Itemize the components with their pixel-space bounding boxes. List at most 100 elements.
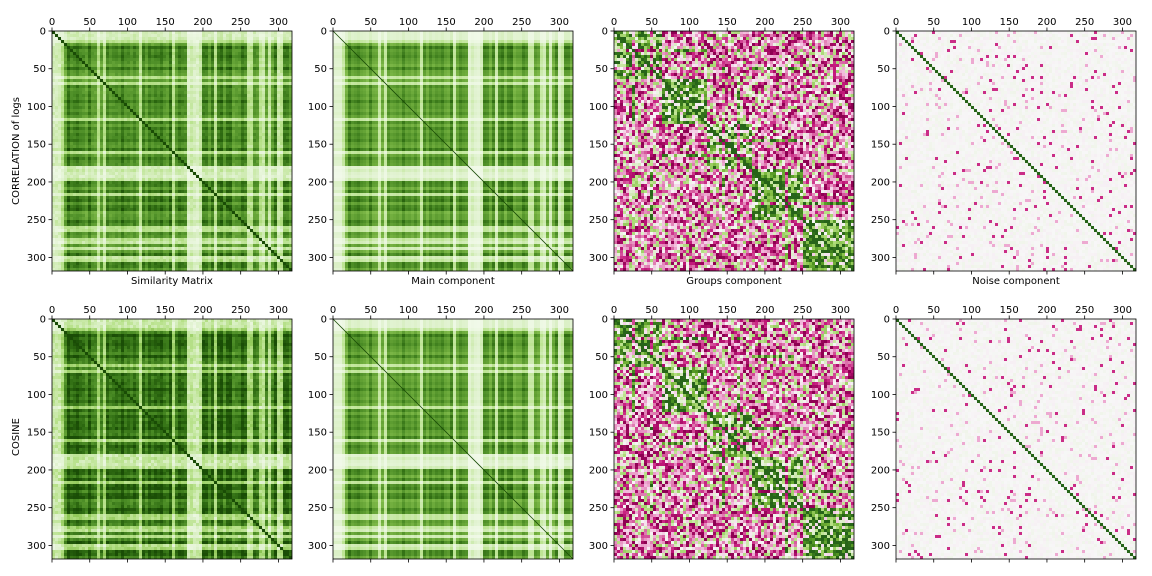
y-tick-label: 150 xyxy=(308,428,327,439)
x-tick-label: 300 xyxy=(831,17,850,28)
x-tick-label: 250 xyxy=(793,17,812,28)
y-tick-label: 150 xyxy=(27,140,46,151)
x-tick-label: 100 xyxy=(962,305,981,316)
heatmap-panel-0-0: 0 50 100 150 200 250 300 0 50 100 150 200 250 300 Simi… xyxy=(27,17,293,287)
y-tick-label: 100 xyxy=(27,390,46,401)
x-tick-label: 200 xyxy=(755,305,774,316)
x-tick-label: 50 xyxy=(645,305,658,316)
x-tick-label: 200 xyxy=(1037,17,1056,28)
y-tick-label: 0 xyxy=(602,27,608,38)
x-tick-label: 100 xyxy=(680,17,699,28)
heatmap-panel-1-2: 0 50 100 150 200 250 300 0 50 100 150 200 250 300 xyxy=(589,305,855,563)
y-tick-label: 150 xyxy=(871,428,890,439)
y-tick-label: 200 xyxy=(871,465,890,476)
x-tick-label: 50 xyxy=(364,305,377,316)
panel-xlabel: Groups component xyxy=(686,276,781,287)
heatmap-panel-1-3: 0 50 100 150 200 250 300 0 50 100 150 200 250 300 xyxy=(871,305,1137,563)
x-tick-label: 0 xyxy=(49,305,55,316)
y-tick-label: 0 xyxy=(884,27,890,38)
y-tick-label: 50 xyxy=(595,64,608,75)
x-tick-label: 50 xyxy=(83,17,96,28)
x-tick-label: 300 xyxy=(1113,17,1132,28)
diagonal-line xyxy=(895,318,1137,560)
x-tick-label: 250 xyxy=(231,17,250,28)
x-tick-label: 300 xyxy=(550,17,569,28)
x-tick-label: 250 xyxy=(1075,17,1094,28)
x-tick-label: 0 xyxy=(611,17,617,28)
axes-frame xyxy=(895,30,1137,272)
y-tick-label: 150 xyxy=(27,428,46,439)
y-tick-label: 250 xyxy=(308,503,327,514)
x-tick-label: 200 xyxy=(193,305,212,316)
x-tick-label: 150 xyxy=(718,17,737,28)
x-tick-label: 50 xyxy=(364,17,377,28)
x-tick-label: 200 xyxy=(193,17,212,28)
y-tick-label: 250 xyxy=(308,215,327,226)
x-tick-label: 300 xyxy=(831,305,850,316)
y-tick-label: 0 xyxy=(40,27,46,38)
x-tick-label: 50 xyxy=(927,305,940,316)
diagonal-line xyxy=(332,30,574,272)
x-tick-label: 300 xyxy=(1113,305,1132,316)
y-tick-label: 250 xyxy=(27,503,46,514)
y-tick-label: 100 xyxy=(308,102,327,113)
y-tick-label: 300 xyxy=(871,253,890,264)
diagonal-line xyxy=(895,30,1137,272)
x-tick-label: 100 xyxy=(118,17,137,28)
heatmap-panel-0-2: 0 50 100 150 200 250 300 0 50 100 150 200 250 300 Grou… xyxy=(589,17,855,287)
y-tick-label: 300 xyxy=(589,253,608,264)
x-tick-label: 150 xyxy=(156,305,175,316)
y-tick-label: 200 xyxy=(871,177,890,188)
y-tick-label: 150 xyxy=(308,140,327,151)
y-tick-label: 150 xyxy=(589,428,608,439)
x-tick-label: 0 xyxy=(893,17,899,28)
diagonal-line xyxy=(51,318,293,560)
y-tick-label: 0 xyxy=(602,315,608,326)
y-tick-label: 200 xyxy=(589,465,608,476)
y-tick-label: 50 xyxy=(33,64,46,75)
x-tick-label: 150 xyxy=(1000,17,1019,28)
y-tick-label: 100 xyxy=(589,390,608,401)
y-tick-label: 150 xyxy=(871,140,890,151)
diagonal-line xyxy=(51,30,293,272)
y-tick-label: 250 xyxy=(871,215,890,226)
diagonal-line xyxy=(332,318,574,560)
y-tick-label: 50 xyxy=(877,352,890,363)
x-tick-label: 250 xyxy=(231,305,250,316)
y-tick-label: 100 xyxy=(871,390,890,401)
diagonal-line xyxy=(613,318,855,560)
x-tick-label: 250 xyxy=(793,305,812,316)
heatmap-panel-0-1: 0 50 100 150 200 250 300 0 50 100 150 200 250 300 Main… xyxy=(308,17,574,287)
axes-frame xyxy=(332,318,574,560)
y-tick-label: 100 xyxy=(871,102,890,113)
y-tick-label: 250 xyxy=(27,215,46,226)
y-tick-label: 200 xyxy=(308,465,327,476)
y-tick-label: 300 xyxy=(308,253,327,264)
x-tick-label: 50 xyxy=(927,17,940,28)
y-tick-label: 0 xyxy=(40,315,46,326)
heatmap-panel-1-0: 0 50 100 150 200 250 300 0 50 100 150 200 250 300 xyxy=(27,305,293,563)
x-tick-label: 100 xyxy=(962,17,981,28)
y-tick-label: 150 xyxy=(589,140,608,151)
x-tick-label: 0 xyxy=(330,305,336,316)
y-tick-label: 0 xyxy=(321,315,327,326)
axes-frame xyxy=(613,30,855,272)
axes-frame xyxy=(51,30,293,272)
y-tick-label: 50 xyxy=(595,352,608,363)
x-tick-label: 100 xyxy=(118,305,137,316)
row-label-cosine: COSINE xyxy=(11,418,22,456)
x-tick-label: 0 xyxy=(49,17,55,28)
x-tick-label: 200 xyxy=(1037,305,1056,316)
y-tick-label: 100 xyxy=(27,102,46,113)
y-tick-label: 100 xyxy=(308,390,327,401)
x-tick-label: 50 xyxy=(83,305,96,316)
y-tick-label: 250 xyxy=(589,503,608,514)
y-tick-label: 200 xyxy=(27,465,46,476)
panel-xlabel: Noise component xyxy=(972,276,1060,287)
x-tick-label: 200 xyxy=(755,17,774,28)
x-tick-label: 150 xyxy=(437,305,456,316)
y-tick-label: 250 xyxy=(589,215,608,226)
x-tick-label: 0 xyxy=(611,305,617,316)
x-tick-label: 150 xyxy=(1000,305,1019,316)
